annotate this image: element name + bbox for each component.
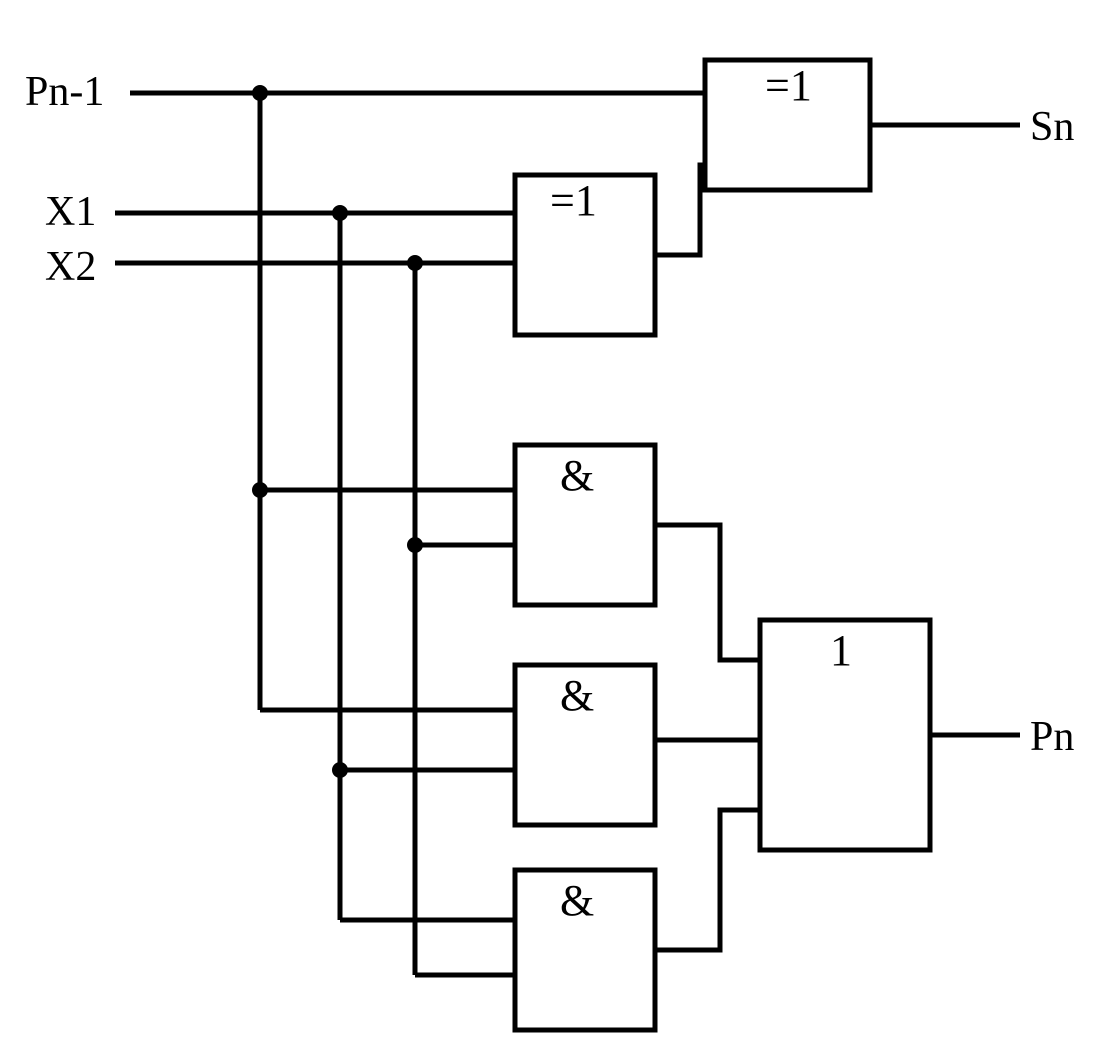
junction [332, 762, 348, 778]
wire-and3-out [655, 810, 760, 950]
gate-and-3-label: & [560, 876, 594, 925]
gate-xor-top-label: =1 [765, 61, 812, 110]
wire-and1-out [655, 525, 760, 660]
label-pn-1: Pn-1 [25, 69, 104, 115]
junction [407, 255, 423, 271]
junction [407, 537, 423, 553]
gate-xor-mid-label: =1 [550, 176, 597, 225]
wire-xor-mid-out [655, 165, 705, 255]
junction [252, 482, 268, 498]
gate-and-2-label: & [560, 671, 594, 720]
full-adder-diagram: Pn-1 X1 X2 Sn Pn =1 =1 & & & 1 [0, 0, 1117, 1058]
label-x2: X2 [45, 244, 96, 290]
label-x1: X1 [45, 189, 96, 235]
label-sn: Sn [1030, 104, 1074, 150]
label-pn: Pn [1030, 714, 1074, 760]
gate-and-1-label: & [560, 451, 594, 500]
junction [252, 85, 268, 101]
junction [332, 205, 348, 221]
gate-or-label: 1 [830, 626, 852, 675]
